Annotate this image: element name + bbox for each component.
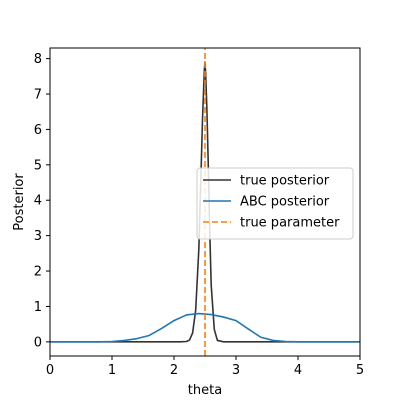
legend-box <box>196 167 354 240</box>
y-tick-label: 5 <box>34 158 42 173</box>
x-axis: 0 1 2 3 4 5 <box>46 356 364 378</box>
x-tick-label: 4 <box>294 363 302 378</box>
legend-entry-label: true parameter <box>240 216 340 231</box>
x-tick-label: 3 <box>232 363 240 378</box>
legend-entry-label: ABC posterior <box>240 195 330 210</box>
legend-entry-label: true posterior <box>240 174 330 189</box>
y-tick-label: 4 <box>34 194 42 209</box>
x-tick-label: 5 <box>356 363 364 378</box>
y-tick-label: 2 <box>34 265 42 280</box>
y-tick-label: 6 <box>34 123 42 138</box>
y-tick-label: 7 <box>34 88 42 103</box>
x-tick-label: 2 <box>170 363 178 378</box>
y-tick-label: 8 <box>34 52 42 67</box>
x-tick-label: 0 <box>46 363 54 378</box>
x-axis-label: theta <box>188 383 222 398</box>
y-axis: 0 1 2 3 4 5 6 7 8 <box>34 52 50 350</box>
y-tick-label: 1 <box>34 300 42 315</box>
x-tick-label: 1 <box>108 363 116 378</box>
legend: true posterior ABC posterior true paramete… <box>196 167 354 240</box>
y-tick-label: 0 <box>34 335 42 350</box>
y-axis-label: Posterior <box>12 173 27 231</box>
y-tick-label: 3 <box>34 229 42 244</box>
axes-frame <box>49 47 361 357</box>
